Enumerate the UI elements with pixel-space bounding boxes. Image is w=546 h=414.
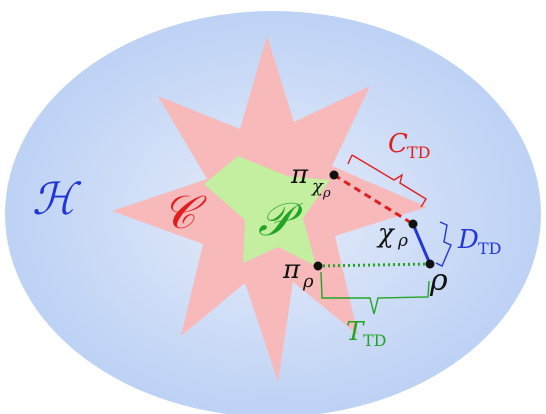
c-td-distance-line	[333, 173, 414, 226]
c-td-brace	[347, 154, 427, 208]
hilbert-space-label: ℋ	[32, 174, 82, 225]
pi-chi-rho-label: π χρ	[290, 160, 331, 201]
chi-rho-point	[408, 219, 418, 229]
t-td-label: TTD	[346, 317, 387, 350]
rho-label: ρ	[429, 263, 448, 298]
pi-chi-rho-point	[329, 170, 339, 180]
pi-rho-point	[313, 261, 323, 271]
d-td-brace	[435, 221, 452, 267]
rho-point	[425, 259, 435, 269]
c-td-label: CTD	[388, 129, 431, 162]
d-td-distance-line	[411, 223, 432, 265]
product-states-star	[204, 156, 330, 266]
t-td-distance-line	[317, 262, 431, 268]
t-td-brace	[320, 271, 430, 315]
d-td-label: DTD	[457, 225, 502, 258]
